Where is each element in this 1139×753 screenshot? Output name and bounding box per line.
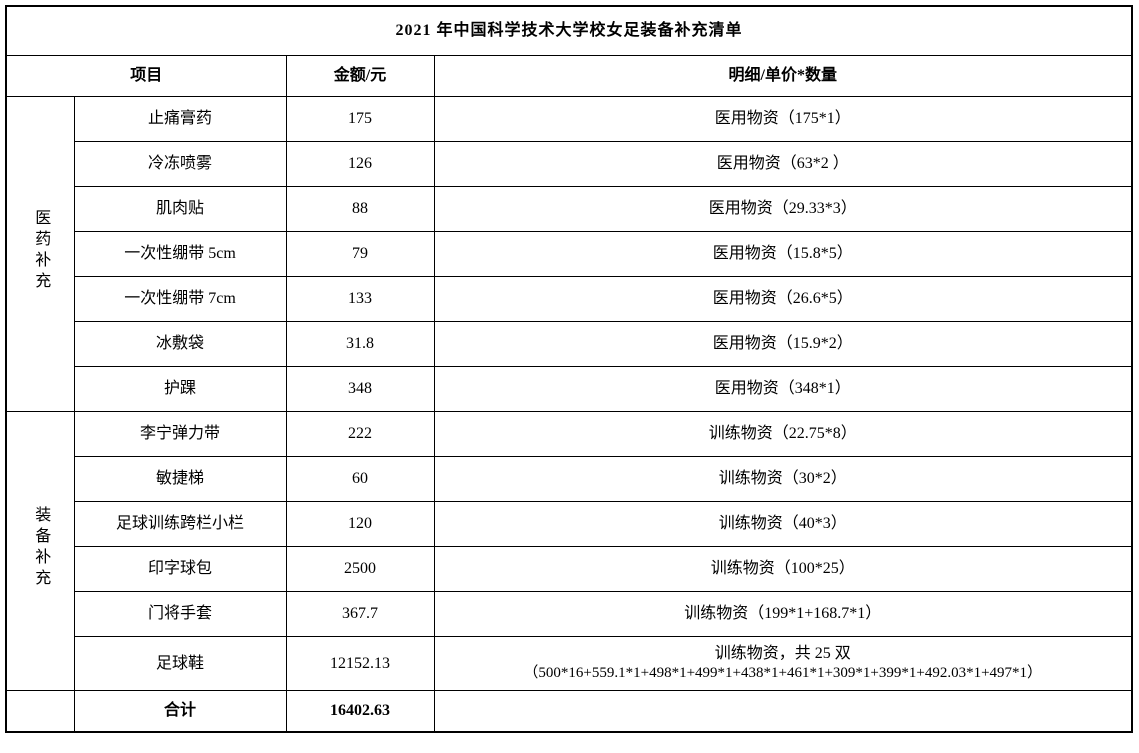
item-amount: 126 xyxy=(285,141,435,187)
table-row: 门将手套 367.7 训练物资（199*1+168.7*1） xyxy=(6,591,1133,637)
item-detail: 医用物资（175*1） xyxy=(433,96,1133,142)
item-amount: 12152.13 xyxy=(285,636,435,691)
table-row: 足球训练跨栏小栏 120 训练物资（40*3） xyxy=(6,501,1133,547)
item-amount: 2500 xyxy=(285,546,435,592)
item-detail-line1: 训练物资，共 25 双 xyxy=(714,645,851,663)
supply-table: 2021 年中国科学技术大学校女足装备补充清单 项目 金额/元 明细/单价*数量… xyxy=(5,5,1133,733)
table-row: 冷冻喷雾 126 医用物资（63*2 ） xyxy=(6,141,1133,187)
item-amount: 120 xyxy=(285,501,435,547)
item-name: 一次性绷带 7cm xyxy=(73,276,287,322)
table-row: 装备补充 李宁弹力带 222 训练物资（22.75*8） xyxy=(5,411,1133,691)
item-amount: 222 xyxy=(285,411,435,457)
item-name: 足球鞋 xyxy=(73,636,287,691)
item-detail-line2: （500*16+559.1*1+498*1+499*1+438*1+461*1+… xyxy=(523,665,1043,682)
table-row: 冰敷袋 31.8 医用物资（15.9*2） xyxy=(6,321,1133,367)
item-detail: 医用物资（29.33*3） xyxy=(433,186,1133,232)
item-name: 止痛膏药 xyxy=(73,96,287,142)
item-detail: 医用物资（26.6*5） xyxy=(433,276,1133,322)
section-label-equipment: 装备补充 xyxy=(32,506,50,590)
item-detail: 训练物资（22.75*8） xyxy=(433,411,1133,457)
total-label: 合计 xyxy=(73,690,287,733)
total-detail-empty-cell xyxy=(433,690,1133,733)
section-cell-equipment: 装备补充 xyxy=(5,411,75,691)
col-header-amount: 金额/元 xyxy=(285,55,435,97)
item-name: 护踝 xyxy=(73,366,287,412)
item-amount: 60 xyxy=(285,456,435,502)
item-name: 李宁弹力带 xyxy=(73,411,287,457)
item-detail: 医用物资（348*1） xyxy=(433,366,1133,412)
header-row: 项目 金额/元 明细/单价*数量 xyxy=(5,55,1133,97)
item-name: 一次性绷带 5cm xyxy=(73,231,287,277)
item-detail: 训练物资（40*3） xyxy=(433,501,1133,547)
section-cell-medical: 医药补充 xyxy=(5,96,75,412)
table-row: 足球鞋 12152.13 训练物资，共 25 双 （500*16+559.1*1… xyxy=(6,636,1133,691)
total-row: 合计 16402.63 xyxy=(5,690,1133,733)
item-name: 肌肉贴 xyxy=(73,186,287,232)
total-amount: 16402.63 xyxy=(285,690,435,733)
item-amount: 88 xyxy=(285,186,435,232)
title-row: 2021 年中国科学技术大学校女足装备补充清单 xyxy=(5,5,1133,56)
item-name: 印字球包 xyxy=(73,546,287,592)
item-name: 敏捷梯 xyxy=(73,456,287,502)
item-amount: 31.8 xyxy=(285,321,435,367)
table-row: 护踝 348 医用物资（348*1） xyxy=(6,366,1133,412)
item-amount: 79 xyxy=(285,231,435,277)
item-amount: 367.7 xyxy=(285,591,435,637)
item-detail: 训练物资（100*25） xyxy=(433,546,1133,592)
item-amount: 133 xyxy=(285,276,435,322)
item-detail: 医用物资（15.9*2） xyxy=(433,321,1133,367)
table-row: 印字球包 2500 训练物资（100*25） xyxy=(6,546,1133,592)
item-detail: 训练物资（199*1+168.7*1） xyxy=(433,591,1133,637)
item-amount: 348 xyxy=(285,366,435,412)
table-row: 一次性绷带 5cm 79 医用物资（15.8*5） xyxy=(6,231,1133,277)
table-row: 肌肉贴 88 医用物资（29.33*3） xyxy=(6,186,1133,232)
table-row: 医药补充 止痛膏药 175 医用物资（175*1） xyxy=(5,96,1133,412)
total-category-empty-cell xyxy=(5,690,75,733)
table-row: 一次性绷带 7cm 133 医用物资（26.6*5） xyxy=(6,276,1133,322)
table-row: 敏捷梯 60 训练物资（30*2） xyxy=(6,456,1133,502)
item-name: 门将手套 xyxy=(73,591,287,637)
col-header-detail: 明细/单价*数量 xyxy=(433,55,1133,97)
item-detail: 训练物资（30*2） xyxy=(433,456,1133,502)
item-detail: 医用物资（63*2 ） xyxy=(433,141,1133,187)
item-name: 冷冻喷雾 xyxy=(73,141,287,187)
item-detail: 医用物资（15.8*5） xyxy=(433,231,1133,277)
item-name: 足球训练跨栏小栏 xyxy=(73,501,287,547)
item-detail: 训练物资，共 25 双 （500*16+559.1*1+498*1+499*1+… xyxy=(433,636,1133,691)
col-header-item: 项目 xyxy=(5,55,287,97)
item-amount: 175 xyxy=(285,96,435,142)
item-name: 冰敷袋 xyxy=(73,321,287,367)
page-title: 2021 年中国科学技术大学校女足装备补充清单 xyxy=(5,5,1133,56)
section-label-medical: 医药补充 xyxy=(32,209,50,293)
